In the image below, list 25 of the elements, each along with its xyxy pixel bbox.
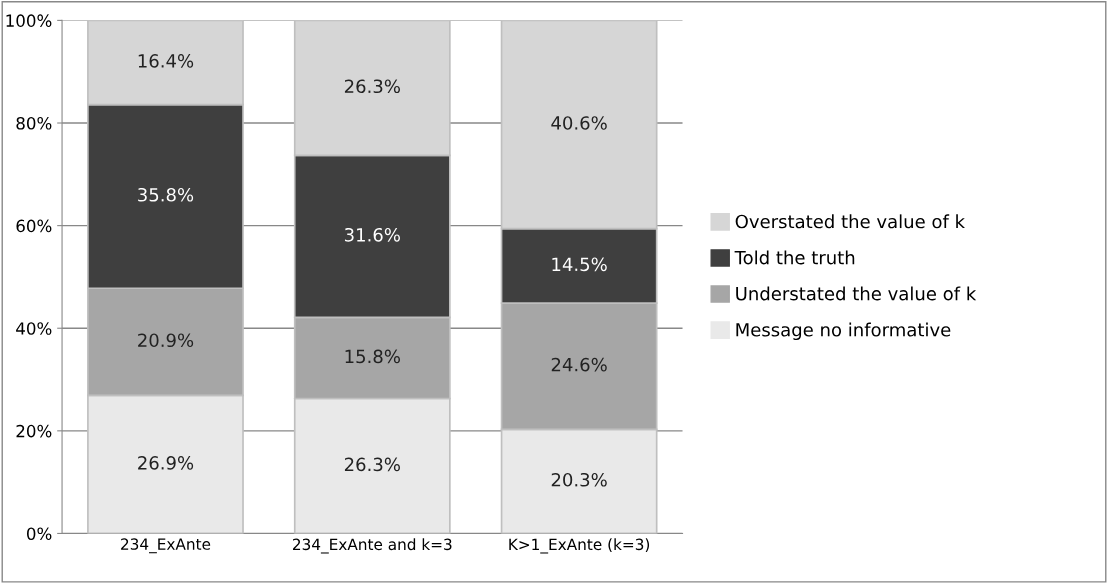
- legend-label: Understated the value of k: [736, 286, 977, 301]
- data-label: 20.9%: [138, 333, 194, 348]
- y-tick-label: 100%: [6, 14, 52, 27]
- data-label: 26.3%: [344, 457, 400, 472]
- data-label: 15.8%: [345, 349, 400, 364]
- x-tick-label: 234_ExAnte and k=3: [292, 538, 452, 554]
- data-label: 24.6%: [551, 357, 607, 372]
- data-label: 16.4%: [138, 54, 194, 68]
- legend-label: Message no informative: [736, 322, 951, 341]
- data-label: 20.3%: [551, 472, 607, 487]
- x-tick-label: 234_ExAnte: [121, 538, 211, 554]
- data-label: 26.9%: [138, 456, 194, 470]
- x-tick-label: K>1_ExAnte (k=3): [509, 538, 650, 554]
- data-label: 14.5%: [552, 257, 607, 272]
- data-label: 40.6%: [551, 116, 607, 130]
- legend-label: Told the truth: [734, 250, 855, 265]
- data-label: 26.3%: [344, 79, 400, 94]
- y-tick-label: 0%: [26, 527, 52, 541]
- legend-label: Overstated the value of k: [735, 214, 965, 229]
- data-label: 31.6%: [344, 227, 400, 242]
- y-tick-label: 20%: [16, 424, 52, 438]
- data-label: 35.8%: [138, 187, 194, 202]
- y-tick-label: 60%: [16, 219, 52, 233]
- y-tick-label: 40%: [16, 322, 52, 335]
- y-tick-label: 80%: [16, 116, 52, 130]
